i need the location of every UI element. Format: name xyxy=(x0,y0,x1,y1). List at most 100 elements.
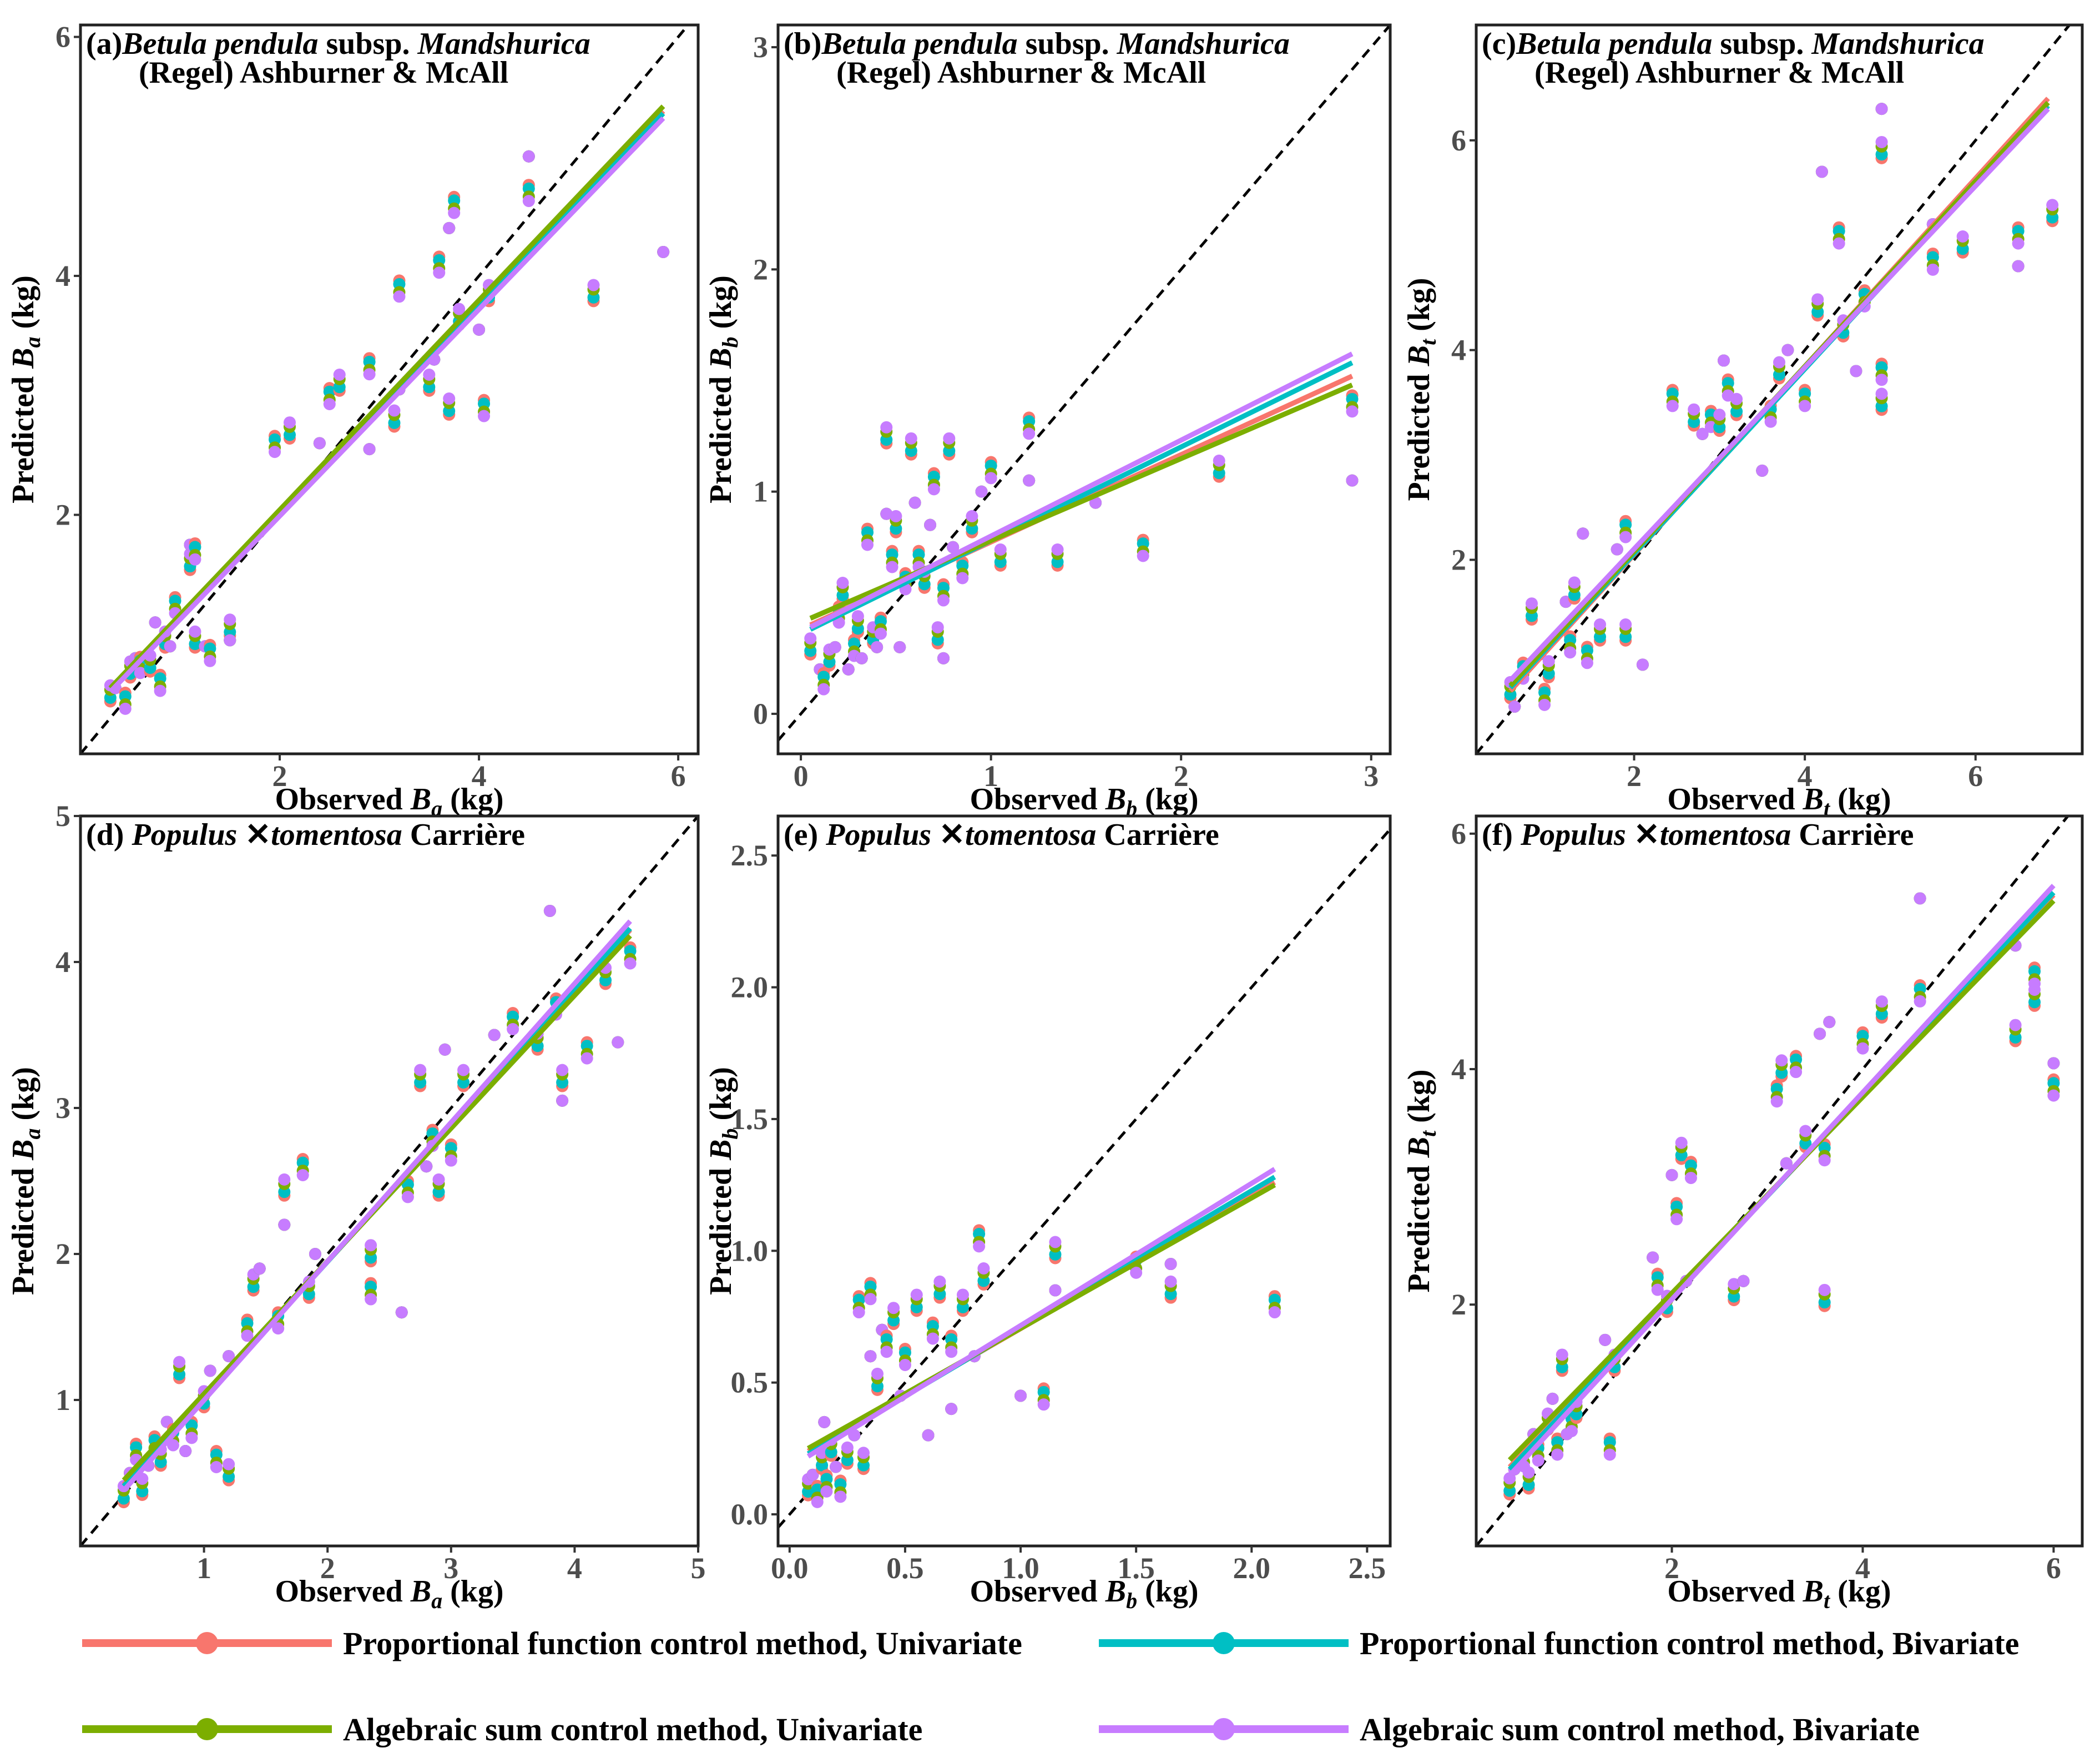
x-tick-label: 4 xyxy=(1798,759,1813,793)
points-c xyxy=(1504,103,2059,713)
point-alg_bi xyxy=(473,323,486,336)
point-alg_bi xyxy=(1780,1157,1793,1170)
point-alg_bi xyxy=(1213,454,1225,467)
y-tick-label: 4 xyxy=(55,945,70,979)
point-alg_bi xyxy=(956,1288,969,1301)
point-alg_bi xyxy=(1875,374,1888,386)
x-axis-word: Observed xyxy=(1667,782,1803,817)
point-alg_bi xyxy=(1636,658,1649,671)
point-alg_bi xyxy=(189,625,201,638)
panel-title-gap xyxy=(818,818,826,852)
point-alg_bi xyxy=(522,195,535,208)
point-alg_bi xyxy=(874,627,887,640)
point-alg_bi xyxy=(926,1332,939,1345)
panel-title: (a)Betula pendula subsp. Mandshurica xyxy=(86,27,590,61)
point-alg_bi xyxy=(1594,618,1607,631)
x-axis-unit: (kg) xyxy=(1830,1574,1891,1609)
x-axis-symbol: B xyxy=(410,1574,431,1609)
point-alg_bi xyxy=(2009,1019,2022,1031)
point-alg_bi xyxy=(1675,1136,1688,1149)
point-alg_bi xyxy=(820,1485,833,1498)
y-axis-title: Predicted Bt (kg) xyxy=(1402,278,1441,501)
point-alg_bi xyxy=(1811,293,1824,306)
legend-item-prop_uni: Proportional function control method, Un… xyxy=(82,1625,1022,1661)
point-alg_bi xyxy=(1346,474,1359,487)
points-b xyxy=(804,389,1359,696)
point-alg_bi xyxy=(365,1239,377,1252)
point-alg_bi xyxy=(1525,597,1538,610)
point-alg_bi xyxy=(1756,464,1769,477)
point-alg_bi xyxy=(1728,1278,1740,1291)
legend-item-alg_uni: Algebraic sum control method, Univariate xyxy=(82,1711,922,1747)
fit-line-alg_uni xyxy=(806,1182,1276,1451)
y-tick-label: 2.5 xyxy=(731,839,769,872)
point-alg_bi xyxy=(1790,1066,1803,1079)
point-alg_bi xyxy=(272,1322,285,1335)
y-tick-label: 6 xyxy=(1451,124,1466,157)
point-alg_bi xyxy=(1049,1284,1062,1297)
panel-title-part: ✕ xyxy=(939,818,965,852)
panel-frame xyxy=(1475,814,2084,1548)
point-alg_bi xyxy=(937,652,950,664)
y-tick-label: 3 xyxy=(753,31,768,64)
y-tick-label: 4 xyxy=(1451,334,1466,367)
point-alg_bi xyxy=(943,432,956,445)
point-alg_bi xyxy=(804,632,817,645)
point-alg_bi xyxy=(2047,1089,2060,1102)
point-alg_bi xyxy=(861,538,874,551)
legend-item-alg_bi: Algebraic sum control method, Bivariate xyxy=(1099,1711,1920,1747)
point-alg_bi xyxy=(423,368,436,381)
point-alg_bi xyxy=(2028,983,2041,996)
x-tick-label: 2.5 xyxy=(1349,1552,1386,1585)
point-alg_bi xyxy=(1684,1172,1697,1185)
point-alg_bi xyxy=(1051,543,1064,556)
fit-line-alg_bi xyxy=(108,116,665,694)
panel-title-part: Carrière xyxy=(402,818,525,852)
x-tick-label: 2.0 xyxy=(1233,1552,1271,1585)
point-alg_bi xyxy=(543,904,556,917)
point-alg_bi xyxy=(1764,415,1777,428)
x-tick-label: 1.0 xyxy=(1002,1552,1039,1585)
x-axis-word: Observed xyxy=(970,782,1105,817)
x-axis-unit: (kg) xyxy=(1137,1574,1198,1609)
point-alg_bi xyxy=(363,443,376,456)
panel-title-part: tomentosa xyxy=(271,818,402,852)
point-alg_bi xyxy=(283,416,296,429)
fit-line-prop_bi xyxy=(809,360,1354,632)
y-axis-subscript: b xyxy=(718,336,743,347)
panel-title-part: tomentosa xyxy=(965,818,1096,852)
point-alg_bi xyxy=(241,1329,254,1342)
point-alg_bi xyxy=(985,472,997,485)
y-tick-label: 2 xyxy=(55,498,70,532)
point-alg_bi xyxy=(1718,354,1730,367)
panel-frame xyxy=(1475,23,2084,755)
point-alg_bi xyxy=(612,1036,624,1049)
legend-marker xyxy=(196,1718,218,1740)
y-axis-symbol: B xyxy=(6,347,41,369)
panel-title-part: tomentosa xyxy=(1660,818,1791,852)
point-alg_bi xyxy=(522,150,535,163)
y-axis-unit: (kg) xyxy=(6,1067,41,1128)
fit-line-alg_bi xyxy=(122,919,632,1493)
y-axis-symbol: B xyxy=(1402,1137,1436,1158)
point-alg_bi xyxy=(1850,365,1862,377)
panel-title-line2: (Regel) Ashburner & McAll xyxy=(836,56,1206,90)
legend-label: Algebraic sum control method, Univariate xyxy=(343,1711,922,1747)
point-alg_bi xyxy=(507,1022,519,1035)
fit-line-alg_uni xyxy=(809,382,1354,621)
point-alg_bi xyxy=(880,507,893,520)
x-tick-label: 1.5 xyxy=(1117,1552,1155,1585)
point-alg_bi xyxy=(931,621,944,634)
point-alg_bi xyxy=(937,594,950,607)
x-axis-word: Observed xyxy=(970,1574,1105,1609)
x-axis-unit: (kg) xyxy=(1137,782,1198,817)
panel-title-part: subsp. xyxy=(1018,27,1117,61)
point-alg_bi xyxy=(1926,263,1939,276)
point-alg_bi xyxy=(1089,496,1102,509)
point-alg_bi xyxy=(836,577,849,590)
y-axis-unit: (kg) xyxy=(1402,1069,1436,1130)
y-axis-symbol: B xyxy=(1402,345,1436,366)
legend-marker xyxy=(196,1632,218,1654)
x-tick-label: 0.5 xyxy=(886,1552,924,1585)
